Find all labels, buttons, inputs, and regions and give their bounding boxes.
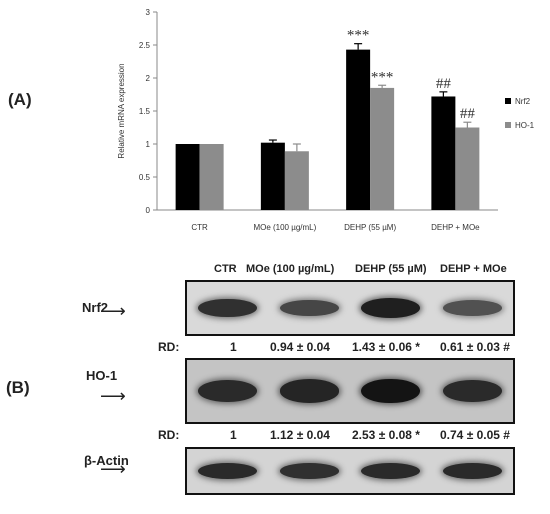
rd-value: 0.94 ± 0.04 — [270, 340, 330, 354]
y-tick-label: 0 — [146, 206, 151, 215]
rd-value: 0.74 ± 0.05 # — [440, 428, 510, 442]
legend-swatch-ho-1 — [505, 122, 511, 128]
western-blot-panel: (B) CTR MOe (100 µg/mL) DEHP (55 µM) DEH… — [0, 250, 550, 514]
bar-chart: 0 0.5 1 1.5 2 2.5 3 Relative mRNA expression CTR… — [117, 8, 535, 232]
blot-band — [279, 299, 339, 317]
rd-label: RD: — [158, 340, 180, 354]
y-tick-label: 2 — [146, 74, 151, 83]
significance-marker: *** — [371, 69, 394, 85]
rd-value: 1 — [230, 428, 237, 442]
bar-ho-1 — [370, 87, 395, 210]
protein-label-nrf2: Nrf2 — [82, 300, 109, 315]
bar-ho-1 — [284, 151, 309, 210]
arrow-icon: ⟶ — [100, 301, 126, 321]
rd-value: 0.61 ± 0.03 # — [440, 340, 510, 354]
protein-label-beta-actin: β-Actin — [84, 453, 129, 468]
y-tick-label: 0.5 — [139, 173, 151, 182]
bar-nrf2 — [431, 96, 456, 210]
rd-value: 1 — [230, 340, 237, 354]
significance-marker: ## — [436, 76, 452, 92]
protein-label-ho1: HO-1 — [86, 368, 118, 383]
blot-ho1 — [185, 358, 515, 424]
blot-band — [442, 300, 502, 316]
blot-band — [361, 378, 421, 404]
bar-nrf2 — [260, 142, 285, 210]
arrow-icon: ⟶ — [100, 459, 126, 479]
lane-header-dehp: DEHP (55 µM) — [355, 263, 427, 275]
panel-a-label: (A) — [8, 90, 32, 109]
rd-label: RD: — [158, 428, 180, 442]
bar-ho-1 — [455, 127, 480, 210]
panel-b-label: (B) — [6, 378, 30, 397]
blot-band — [198, 298, 258, 318]
x-tick-label: DEHP (55 µM) — [344, 223, 396, 232]
blot-band — [198, 462, 258, 479]
blot-band — [442, 462, 502, 479]
legend-label-ho-1: HO-1 — [515, 121, 535, 130]
legend-label-nrf2: Nrf2 — [515, 97, 531, 106]
blot-band — [279, 463, 339, 479]
bar-ho-1 — [199, 144, 224, 210]
significance-marker: *** — [347, 28, 370, 44]
bar-nrf2 — [346, 49, 371, 211]
blot-nrf2 — [185, 280, 515, 336]
y-tick-label: 3 — [146, 8, 151, 17]
y-tick-label: 1 — [146, 140, 151, 149]
blot-band — [442, 379, 502, 403]
significance-marker: ## — [460, 106, 476, 122]
blot-band — [198, 379, 258, 403]
blot-band — [361, 298, 421, 318]
blot-band — [279, 379, 339, 403]
lane-header-moe: MOe (100 µg/mL) — [246, 263, 335, 275]
lane-header-dehp-moe: DEHP + MOe — [440, 263, 507, 275]
blot-beta-actin — [185, 447, 515, 495]
y-axis-label: Relative mRNA expression — [117, 63, 126, 158]
rd-value: 1.43 ± 0.06 * — [352, 340, 420, 354]
blot-band — [361, 462, 421, 479]
rd-value: 1.12 ± 0.04 — [270, 428, 330, 442]
rd-value: 2.53 ± 0.08 * — [352, 428, 420, 442]
y-tick-label: 1.5 — [139, 107, 151, 116]
x-tick-label: DEHP + MOe — [431, 223, 480, 232]
x-tick-label: MOe (100 µg/mL) — [253, 223, 316, 232]
lane-header-ctr: CTR — [214, 263, 237, 275]
arrow-icon: ⟶ — [100, 386, 126, 406]
x-tick-label: CTR — [191, 223, 208, 232]
y-tick-label: 2.5 — [139, 41, 151, 50]
legend-swatch-nrf2 — [505, 98, 511, 104]
bar-nrf2 — [175, 144, 200, 210]
